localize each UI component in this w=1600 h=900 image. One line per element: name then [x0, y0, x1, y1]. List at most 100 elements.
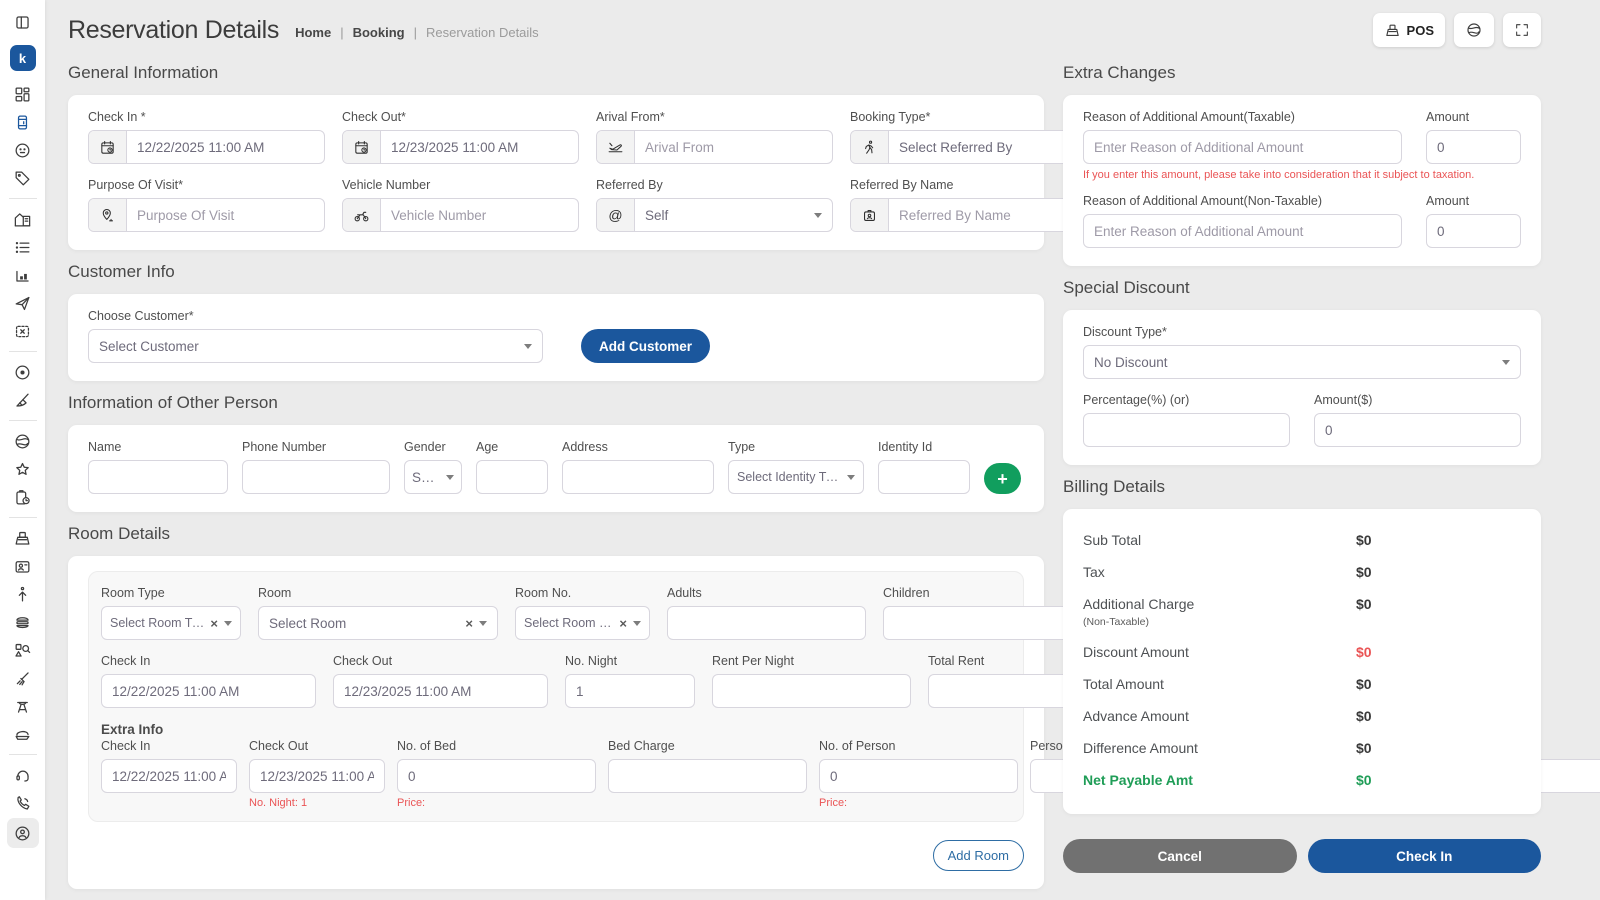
- sidebar-item-cleaning[interactable]: [8, 665, 38, 691]
- purpose-input[interactable]: [127, 199, 324, 231]
- op-age-input[interactable]: [477, 461, 547, 493]
- sidebar-item-booking[interactable]: [8, 109, 38, 135]
- sidebar-item-target[interactable]: [8, 359, 38, 385]
- breadcrumb-booking[interactable]: Booking: [353, 25, 405, 40]
- no-night-note: No. Night: 1: [249, 797, 385, 809]
- booking-type-select[interactable]: Select Referred By: [889, 131, 1086, 163]
- billing-details-card: Sub Total $0 Tax $0 Additional Charge (N…: [1063, 509, 1541, 814]
- op-phone-input[interactable]: [243, 461, 389, 493]
- op-type-select[interactable]: Select Identity Type: [728, 460, 864, 494]
- pos-button-label: POS: [1407, 23, 1434, 38]
- room-no-value: Select Room Nu...: [524, 616, 613, 630]
- add-room-button[interactable]: Add Room: [933, 840, 1024, 871]
- nontaxable-amount-input[interactable]: [1427, 215, 1520, 247]
- discount-type-select[interactable]: No Discount: [1083, 345, 1521, 379]
- add-person-button[interactable]: +: [984, 463, 1021, 494]
- motorcycle-icon: [343, 199, 381, 231]
- sidebar-item-globe[interactable]: [8, 428, 38, 454]
- children-input[interactable]: [884, 607, 1081, 639]
- room-no-select[interactable]: Select Room Nu... ×: [515, 606, 650, 640]
- sidebar-item-reviews[interactable]: [8, 456, 38, 482]
- rent-per-night-input[interactable]: [713, 675, 910, 707]
- sidebar-item-tasks[interactable]: [8, 484, 38, 510]
- op-gender-select[interactable]: Select: [404, 460, 462, 494]
- sidebar-item-housekeeping[interactable]: [8, 387, 38, 413]
- cancel-button[interactable]: Cancel: [1063, 839, 1297, 873]
- room-select[interactable]: Select Room ×: [258, 606, 498, 640]
- rd-check-in-input[interactable]: [102, 675, 315, 707]
- sidebar-toggle-button[interactable]: [8, 9, 38, 35]
- op-identity-input[interactable]: [879, 461, 969, 493]
- referred-by-name-input[interactable]: [889, 199, 1086, 231]
- sidebar-item-reports[interactable]: [8, 262, 38, 288]
- billing-row-tax: Tax $0: [1083, 556, 1521, 588]
- pos-button[interactable]: POS: [1373, 13, 1445, 47]
- op-identity-label: Identity Id: [878, 440, 970, 454]
- sidebar-item-room-search[interactable]: [8, 637, 38, 663]
- language-button[interactable]: [1454, 13, 1494, 47]
- nontaxable-reason-input[interactable]: [1084, 215, 1401, 247]
- room-type-select[interactable]: Select Room Type ×: [101, 606, 241, 640]
- taxable-amount-input[interactable]: [1427, 131, 1520, 163]
- op-address-input[interactable]: [563, 461, 713, 493]
- add-customer-button[interactable]: Add Customer: [581, 329, 710, 363]
- sidebar-item-walkin[interactable]: [8, 581, 38, 607]
- op-gender-value: Select: [412, 470, 440, 485]
- sidebar-item-id-card[interactable]: [8, 553, 38, 579]
- sidebar-item-hotel[interactable]: [8, 206, 38, 232]
- no-of-person-input[interactable]: [820, 760, 1017, 792]
- sidebar-item-call[interactable]: [8, 790, 38, 816]
- breadcrumb-home[interactable]: Home: [295, 25, 331, 40]
- vehicle-number-input[interactable]: [381, 199, 578, 231]
- sidebar-item-tags[interactable]: [8, 165, 38, 191]
- sidebar-item-send[interactable]: [8, 290, 38, 316]
- op-type-field: Type Select Identity Type: [728, 440, 864, 494]
- arrival-from-input[interactable]: [635, 131, 832, 163]
- sidebar-divider: [9, 198, 37, 199]
- adults-input[interactable]: [668, 607, 865, 639]
- referred-by-select[interactable]: Self: [635, 199, 832, 231]
- purpose-label: Purpose Of Visit*: [88, 178, 325, 192]
- taxable-reason-label: Reason of Additional Amount(Taxable): [1083, 110, 1402, 124]
- check-in-input[interactable]: [127, 131, 324, 163]
- op-name-input[interactable]: [89, 461, 227, 493]
- vehicle-number-label: Vehicle Number: [342, 178, 579, 192]
- sidebar-item-cancelled[interactable]: [8, 318, 38, 344]
- no-of-bed-input[interactable]: [398, 760, 595, 792]
- check-in-button[interactable]: Check In: [1308, 839, 1542, 873]
- percentage-field: Percentage(%) (or): [1083, 393, 1290, 447]
- rd-check-out-label: Check Out: [333, 654, 548, 668]
- fullscreen-button[interactable]: [1503, 13, 1541, 47]
- clear-icon[interactable]: ×: [465, 617, 473, 630]
- sidebar-item-chef[interactable]: [8, 721, 38, 747]
- choose-customer-select[interactable]: Select Customer: [88, 329, 543, 363]
- clear-icon[interactable]: ×: [210, 617, 218, 630]
- discount-amount-input[interactable]: [1315, 414, 1520, 446]
- sidebar-item-restaurant[interactable]: [8, 609, 38, 635]
- sidebar-item-pos[interactable]: [8, 525, 38, 551]
- no-night-input[interactable]: [566, 675, 694, 707]
- sidebar-item-profile[interactable]: [7, 818, 39, 848]
- rd-check-out-input[interactable]: [334, 675, 547, 707]
- sidebar-item-guests[interactable]: [8, 137, 38, 163]
- percentage-input[interactable]: [1084, 414, 1289, 446]
- op-phone-field: Phone Number: [242, 440, 390, 494]
- ei-check-in-input[interactable]: [102, 760, 236, 792]
- sidebar-item-support[interactable]: [8, 762, 38, 788]
- room-label: Room: [258, 586, 498, 600]
- no-of-bed-field: No. of Bed Price:: [397, 739, 596, 809]
- sidebar-item-table[interactable]: [8, 693, 38, 719]
- bed-charge-input[interactable]: [609, 760, 806, 792]
- sidebar-item-list[interactable]: [8, 234, 38, 260]
- sidebar-item-dashboard[interactable]: [8, 81, 38, 107]
- ei-check-out-input[interactable]: [250, 760, 384, 792]
- avatar[interactable]: k: [10, 45, 36, 71]
- check-out-label: Check Out*: [342, 110, 579, 124]
- taxation-note: If you enter this amount, please take in…: [1083, 169, 1521, 181]
- other-person-heading: Information of Other Person: [68, 393, 1044, 413]
- taxable-reason-input[interactable]: [1084, 131, 1401, 163]
- op-gender-label: Gender: [404, 440, 462, 454]
- clear-icon[interactable]: ×: [619, 617, 627, 630]
- check-out-input[interactable]: [381, 131, 578, 163]
- cash-register-icon: [13, 529, 32, 548]
